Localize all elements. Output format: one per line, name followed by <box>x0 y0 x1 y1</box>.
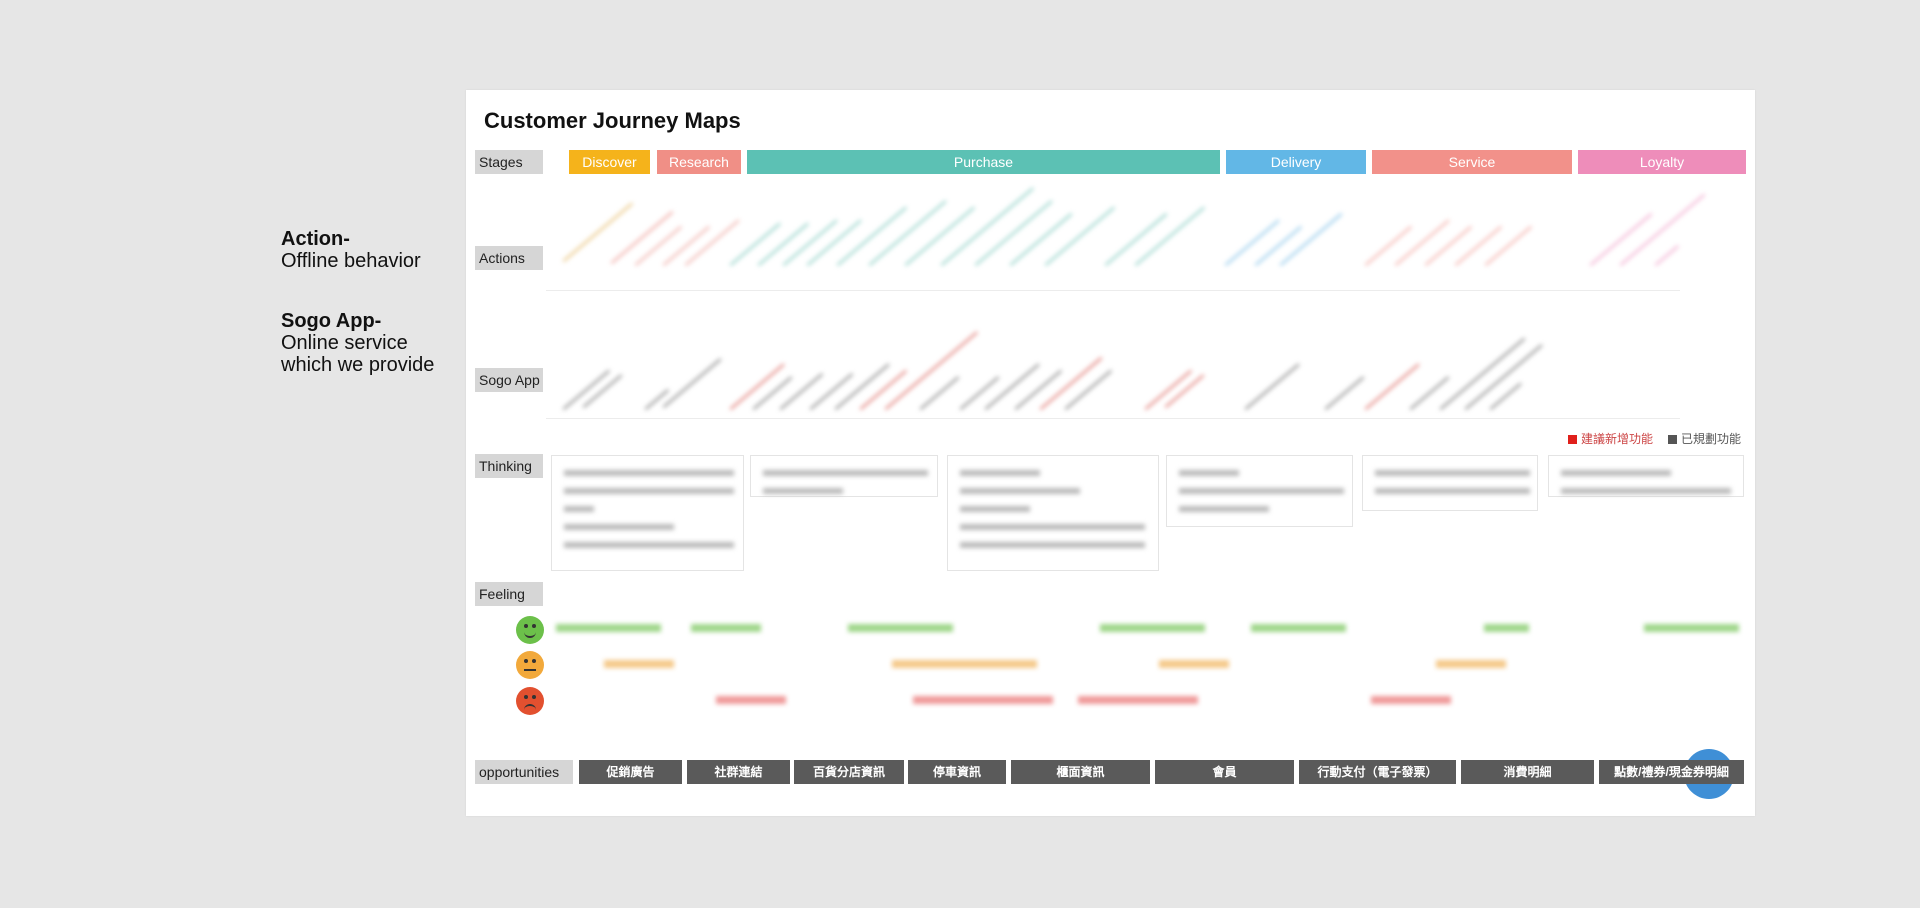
sogo-note-mark <box>662 358 722 408</box>
stage-research: Research <box>657 150 741 174</box>
row-label-thinking: Thinking <box>475 454 543 478</box>
happy-face-icon <box>516 616 544 644</box>
sogo-note: Sogo App- Online service which we provid… <box>281 310 434 376</box>
sogo-note-mark <box>919 376 960 410</box>
action-note-mark <box>1134 206 1205 266</box>
action-note-mark <box>1364 225 1412 266</box>
action-note-mark <box>1279 213 1343 266</box>
stage-discover: Discover <box>569 150 650 174</box>
action-note-mark <box>868 200 947 266</box>
legend-new-label: 建議新增功能 <box>1581 432 1654 446</box>
sogo-note-mark <box>1324 376 1365 410</box>
action-note: Action- Offline behavior <box>281 228 421 272</box>
action-note-mark <box>1654 245 1679 266</box>
thinking-box-blur <box>564 464 734 560</box>
action-note-mark <box>1044 206 1115 266</box>
sogo-note-mark <box>984 363 1040 410</box>
opportunity-membership: 會員 <box>1155 760 1294 784</box>
action-note-mark <box>662 225 710 266</box>
action-note-mark <box>836 206 907 266</box>
row-label-feeling: Feeling <box>475 582 543 606</box>
sogo-note-subtitle-2: which we provide <box>281 354 435 376</box>
opportunity-parking-info: 停車資訊 <box>908 760 1006 784</box>
stage-loyalty: Loyalty <box>1578 150 1746 174</box>
thinking-box <box>947 455 1159 571</box>
sogo-note-mark <box>834 363 890 410</box>
action-note-mark <box>1394 219 1450 266</box>
action-note-mark <box>782 219 838 266</box>
thinking-box <box>1548 455 1744 497</box>
action-note-mark <box>1009 213 1073 266</box>
sogo-app-separator <box>546 418 1680 419</box>
stage-service: Service <box>1372 150 1572 174</box>
legend-new-swatch <box>1568 435 1577 445</box>
action-note-mark <box>1104 213 1168 266</box>
sad-face-icon <box>516 687 544 715</box>
journey-map-card: Customer Journey Maps Stages Actions Sog… <box>466 90 1755 816</box>
action-note-title: Action- <box>281 228 350 250</box>
row-label-stages: Stages <box>475 150 543 174</box>
sogo-note-mark <box>1364 363 1420 410</box>
neutral-face-icon <box>516 651 544 679</box>
action-note-mark <box>757 222 809 266</box>
sogo-note-mark <box>959 376 1000 410</box>
opportunity-mobile-payment: 行動支付（電子發票） <box>1299 760 1456 784</box>
thinking-box-blur <box>763 464 928 506</box>
action-note-mark <box>610 211 674 264</box>
action-note-mark <box>974 200 1053 266</box>
opportunity-social-link: 社群連結 <box>687 760 790 784</box>
actions-blurred-notes <box>466 90 1755 290</box>
thinking-box <box>551 455 744 571</box>
feeling-blurred-notes <box>466 610 1755 710</box>
stage-delivery: Delivery <box>1226 150 1366 174</box>
action-note-mark <box>806 219 862 266</box>
sogo-note-title: Sogo App- <box>281 310 382 332</box>
page-title: Customer Journey Maps <box>484 108 741 133</box>
sogo-note-mark <box>582 374 623 408</box>
sogo-note-mark <box>1164 374 1205 408</box>
opportunity-purchase-details: 消費明細 <box>1461 760 1594 784</box>
thinking-box-blur <box>960 464 1145 560</box>
action-note-mark <box>634 225 682 266</box>
action-note-mark <box>904 206 975 266</box>
legend-new-feature: 建議新增功能 <box>1568 430 1653 447</box>
thinking-box-blur <box>1179 464 1344 524</box>
thinking-box <box>1166 455 1353 527</box>
sogo-note-subtitle-1: Online service <box>281 332 408 354</box>
opportunity-promo-ads: 促銷廣告 <box>579 760 682 784</box>
row-label-opportunities: opportunities <box>475 760 573 784</box>
thinking-box <box>750 455 938 497</box>
thinking-box-blur <box>1375 464 1530 506</box>
action-note-subtitle: Offline behavior <box>281 250 421 272</box>
thinking-box-blur <box>1561 464 1731 506</box>
legend-planned-label: 已規劃功能 <box>1681 432 1742 446</box>
sogo-note-mark <box>1064 369 1112 410</box>
row-label-sogo-app: Sogo App <box>475 368 543 392</box>
sogo-note-mark <box>1489 382 1522 410</box>
stage-purchase: Purchase <box>747 150 1220 174</box>
thinking-box <box>1362 455 1538 511</box>
actions-separator <box>546 290 1680 291</box>
sogo-note-mark <box>1439 337 1526 410</box>
legend-planned-feature: 已規劃功能 <box>1668 430 1741 447</box>
legend-planned-swatch <box>1668 435 1677 445</box>
sogo-note-mark <box>859 369 907 410</box>
row-label-actions: Actions <box>475 246 543 270</box>
sogo-app-blurred-notes <box>466 290 1755 420</box>
opportunity-counter-info: 櫃面資訊 <box>1011 760 1150 784</box>
action-note-mark <box>1589 213 1653 266</box>
action-note-mark <box>729 222 781 266</box>
action-note-mark <box>1224 219 1280 266</box>
action-note-mark <box>684 219 740 266</box>
sogo-note-mark <box>1244 363 1300 410</box>
opportunity-store-info: 百貨分店資訊 <box>794 760 904 784</box>
opportunity-points-vouchers: 點數/禮券/現金券明細 <box>1599 760 1744 784</box>
